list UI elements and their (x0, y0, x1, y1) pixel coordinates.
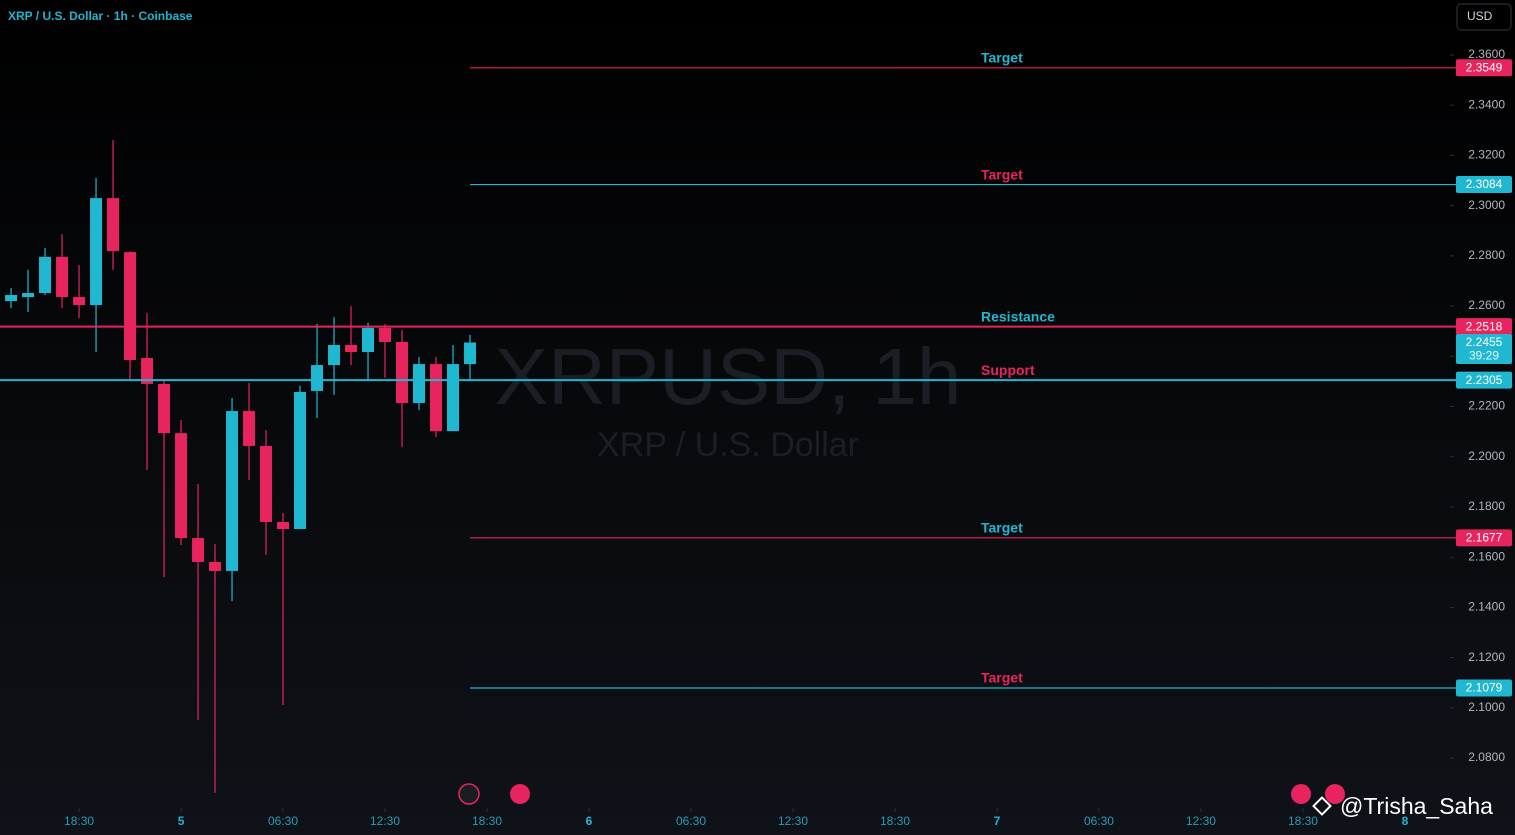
level-label: Resistance (981, 308, 1055, 324)
x-tick-label: 06:30 (676, 814, 706, 828)
y-tick-label: 2.2000 (1468, 449, 1505, 463)
price-tag (1456, 529, 1512, 547)
last-price-tag (1456, 333, 1512, 364)
x-tick-label: 06:30 (1084, 814, 1114, 828)
chart-title: XRP / U.S. Dollar · 1h · Coinbase (8, 9, 193, 23)
x-tick-label: 12:30 (1186, 814, 1216, 828)
currency-button[interactable] (1456, 3, 1512, 31)
y-tick-label: 2.1800 (1468, 499, 1505, 513)
plot: 2.0800 2.1000 2.1200 2.1400 2.1600 2.1800 2.20… (0, 47, 1512, 828)
level-label: Target (981, 49, 1023, 65)
price-tag (1456, 371, 1512, 389)
candle-body (328, 344, 341, 366)
y-tick-label: 2.1400 (1468, 600, 1505, 614)
y-tick-label: 2.1200 (1468, 650, 1505, 664)
candle-body (73, 297, 86, 306)
candle-body (362, 327, 375, 353)
price-tag-label: 2.2305 (1466, 373, 1503, 387)
y-tick-label: 2.0800 (1468, 750, 1505, 764)
x-tick-label: 8 (1402, 814, 1409, 828)
watermark-subtitle: XRP / U.S. Dollar (597, 426, 859, 464)
currency-label[interactable]: USD (1467, 9, 1493, 23)
candle-body (277, 522, 290, 530)
candle-body (56, 256, 69, 298)
candle-body (260, 445, 273, 523)
x-tick-label: 5 (178, 814, 185, 828)
price-tag-label: 2.1079 (1466, 681, 1503, 695)
candle-body (158, 383, 171, 434)
candle-body (345, 344, 358, 353)
x-tick-label: 6 (586, 814, 593, 828)
level-label: Target (981, 670, 1023, 686)
candle-body (175, 433, 188, 539)
y-tick-label: 2.3600 (1468, 47, 1505, 61)
x-tick-label: 18:30 (64, 814, 94, 828)
candle-body (107, 198, 120, 252)
price-tag (1456, 679, 1512, 697)
y-tick-label: 2.2200 (1468, 399, 1505, 413)
y-tick-label: 2.3400 (1468, 97, 1505, 111)
candle-body (413, 364, 426, 403)
y-tick-label: 2.1600 (1468, 549, 1505, 563)
event-icon[interactable] (1291, 784, 1311, 804)
x-tick-label: 12:30 (778, 814, 808, 828)
candle-body (209, 561, 222, 571)
event-icon[interactable] (458, 783, 480, 805)
price-tag (1456, 318, 1512, 336)
candle-body (22, 293, 35, 298)
candle-body (396, 341, 409, 403)
level-label: Support (981, 362, 1035, 378)
credit: @Trisha_Saha (1340, 793, 1493, 819)
candle-body (430, 364, 443, 432)
credit-icon (1312, 796, 1332, 816)
y-tick-label: 2.1000 (1468, 700, 1505, 714)
candle-body (243, 411, 256, 446)
candle-body (379, 327, 392, 342)
y-tick-label: 2.3200 (1468, 148, 1505, 162)
candle-body (90, 198, 103, 306)
candle-body (141, 358, 154, 384)
x-tick-label: 18:30 (472, 814, 502, 828)
candle-body (464, 342, 477, 365)
x-tick-label: 18:30 (880, 814, 910, 828)
y-tick-label: 2.2800 (1468, 248, 1505, 262)
candle-body (294, 391, 307, 530)
price-tag-label: 2.3084 (1466, 177, 1503, 191)
candle-body (226, 411, 239, 571)
last-price-label: 2.2455 (1466, 335, 1503, 349)
level-label: Target (981, 520, 1023, 536)
candle-body (5, 295, 18, 302)
candle-body (447, 364, 460, 432)
y-tick-label: 2.2600 (1468, 298, 1505, 312)
x-tick-label: 12:30 (370, 814, 400, 828)
candle-body (124, 252, 137, 361)
candle-body (311, 365, 324, 391)
price-tag-label: 2.1677 (1466, 531, 1503, 545)
candle-body (192, 538, 205, 562)
x-tick-label: 7 (994, 814, 1001, 828)
x-tick-label: 06:30 (268, 814, 298, 828)
level-label: Target (981, 166, 1023, 182)
event-icon[interactable] (510, 784, 530, 804)
watermark: XRPUSD, 1h (495, 332, 962, 421)
candle-body (39, 256, 52, 294)
price-tag-label: 2.3549 (1466, 60, 1503, 74)
x-tick-label: 18:30 (1288, 814, 1318, 828)
price-tag-label: 2.2518 (1466, 319, 1503, 333)
price-tag (1456, 59, 1512, 77)
price-tag (1456, 176, 1512, 194)
event-icon[interactable] (1325, 784, 1345, 804)
countdown: 39:29 (1469, 349, 1499, 363)
y-tick-label: 2.3000 (1468, 198, 1505, 212)
